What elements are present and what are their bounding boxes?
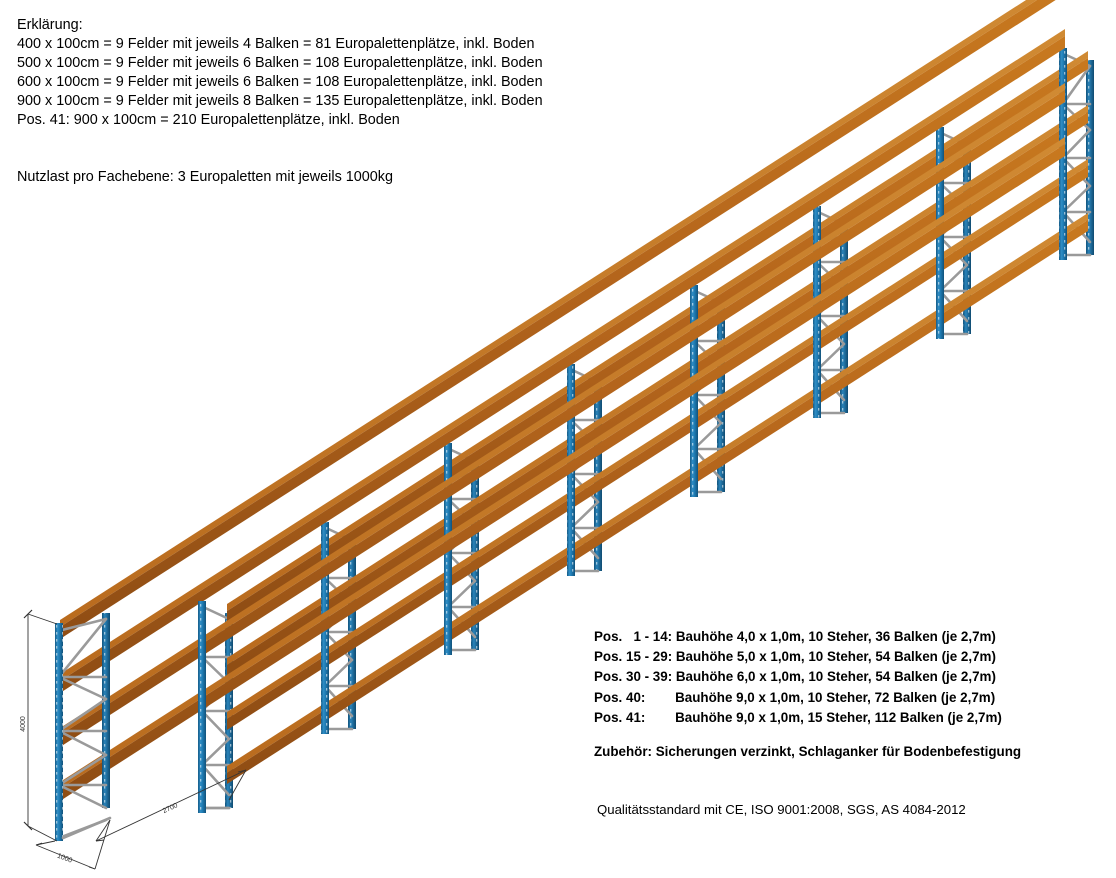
accessories-note: Zubehör: Sicherungen verzinkt, Schlagank… [594, 744, 1022, 759]
quality-standard-note: Qualitätsstandard mit CE, ISO 9001:2008,… [597, 802, 966, 817]
rack-frame-5 [690, 285, 725, 497]
rack-frame-6 [813, 206, 848, 418]
explanation-line-5: Pos. 41: 900 x 100cm = 210 Europalettenp… [17, 112, 400, 129]
spec-line-2: Pos. 15 - 29: Bauhöhe 5,0 x 1,0m, 10 Ste… [594, 649, 996, 665]
spec-line-1: Pos. 1 - 14: Bauhöhe 4,0 x 1,0m, 10 Steh… [594, 629, 996, 644]
rack-frame-3 [444, 443, 479, 655]
dim-bay-line [95, 769, 247, 842]
specification-block: Pos. 1 - 14: Bauhöhe 4,0 x 1,0m, 10 Steh… [594, 627, 1094, 728]
explanation-line-2: 500 x 100cm = 9 Felder mit jeweils 6 Bal… [17, 55, 543, 72]
dim-depth-line [35, 844, 96, 870]
dim-depth-label: 1000 [56, 853, 73, 865]
rack-frame-4 [567, 364, 602, 576]
spec-line-5: Pos. 41: Bauhöhe 9,0 x 1,0m, 15 Steher, … [594, 709, 1002, 725]
dimension-labels: 4000 1000 2700 [20, 716, 179, 865]
spec-line-3: Pos. 30 - 39: Bauhöhe 6,0 x 1,0m, 10 Ste… [594, 669, 996, 685]
explanation-line-1: 400 x 100cm = 9 Felder mit jeweils 4 Bal… [17, 36, 535, 53]
rack-frame-0 [55, 613, 112, 841]
dimension-annotations [23, 609, 247, 870]
explanation-block: Erklärung: 400 x 100cm = 9 Felder mit je… [17, 16, 777, 131]
dim-bay-width-label: 2700 [162, 802, 179, 815]
rack-frame-1 [198, 601, 233, 813]
explanation-line-4: 900 x 100cm = 9 Felder mit jeweils 8 Bal… [17, 93, 543, 110]
rack-frame-8 [1059, 48, 1094, 260]
rack-frame-7 [936, 127, 971, 339]
dim-height-label: 4000 [20, 716, 27, 732]
spec-line-4: Pos. 40: Bauhöhe 9,0 x 1,0m, 10 Steher, … [594, 689, 996, 705]
load-capacity-note: Nutzlast pro Fachebene: 3 Europaletten m… [17, 169, 393, 185]
rack-frame-1-front-overlay [198, 601, 231, 813]
explanation-heading: Erklärung: [17, 17, 83, 33]
explanation-line-3: 600 x 100cm = 9 Felder mit jeweils 6 Bal… [17, 74, 543, 91]
rack-frame-2 [321, 522, 356, 734]
